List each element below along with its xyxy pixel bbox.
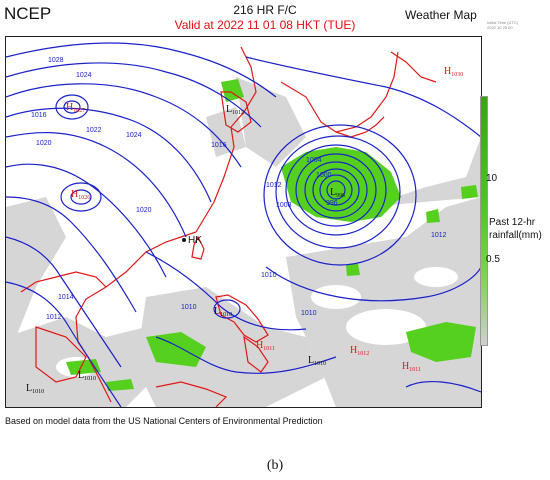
legend-title-line1: Past 12-hr [489,217,536,228]
data-source-note: Based on model data from the US National… [5,416,323,426]
isobar-label: 1016 [211,142,227,149]
legend-title: Past 12-hr rainfall(mm) [489,216,542,242]
isobar-label: 1000 [316,172,332,179]
isobar-label: 1012 [431,232,447,239]
legend-tick-high: 10 [486,173,498,184]
station-marker: HK [182,235,202,246]
weather-map: 1028 1024 1020 1016 1022 1024 1020 1016 … [5,36,482,408]
figure-caption: (b) [266,458,284,473]
product-title: Weather Map [405,8,477,22]
low-centre: L1010 [214,306,232,318]
low-centre: L1012 [226,104,244,116]
pressure-centres: H1030 H1027 H1026 L1012 L996 L1010 L1010… [26,66,463,395]
high-centre: H1011 [256,340,275,352]
station-label: HK [188,235,202,246]
isobar-label: 1022 [86,127,102,134]
high-centre: H1012 [350,345,369,357]
isobar-label: 1004 [306,157,322,164]
isobars [6,42,481,407]
high-centre: H1030 [444,66,463,78]
isobar-label: 1024 [76,72,92,79]
legend-title-line2: rainfall(mm) [489,230,542,241]
isobar-label: 1010 [301,310,317,317]
isobar-label: 1016 [31,112,47,119]
high-centre: H1027 [66,102,85,114]
initial-time-value: 2022 10 25 00 [487,25,513,30]
isobar-label: 1020 [36,140,52,147]
rainfall-areas [66,79,478,391]
weather-map-canvas: 1028 1024 1020 1016 1022 1024 1020 1016 … [6,37,481,407]
rainfall-legend-bar [480,96,488,346]
low-centre: L1010 [26,383,44,395]
initial-time-label: Initial Time (UTC) [487,20,519,25]
isobar-label: 1010 [261,272,277,279]
isobar-label: 1010 [181,304,197,311]
high-centre: H1011 [402,361,421,373]
forecast-hour: 216 HR F/C [233,3,297,17]
legend-tick-low: 0.5 [486,254,500,265]
isobar-label: 1012 [266,182,282,189]
isobar-label: 1014 [58,294,74,301]
isobar-label: 1008 [276,202,292,209]
model-name: NCEP [4,4,52,23]
station-dot [182,238,186,242]
isobar-label: 1028 [48,57,64,64]
low-centre: L1010 [308,355,326,367]
valid-time: Valid at 2022 11 01 08 HKT (TUE) [174,18,356,32]
isobar-label: 1012 [46,314,62,321]
low-centre: L1010 [78,370,96,382]
isobar-label: 1020 [136,207,152,214]
low-centre: L996 [330,187,345,199]
coastlines [20,46,437,407]
isobar-labels: 1028 1024 1020 1016 1022 1024 1020 1016 … [31,57,447,321]
high-centre: H1026 [71,189,90,201]
isobar-label: 1024 [126,132,142,139]
isobar-label: 996 [326,200,338,207]
forecast-header: 216 HR F/C Valid at 2022 11 01 08 HKT (T… [100,3,430,33]
initial-time-note: Initial Time (UTC) 2022 10 25 00 [487,20,518,30]
